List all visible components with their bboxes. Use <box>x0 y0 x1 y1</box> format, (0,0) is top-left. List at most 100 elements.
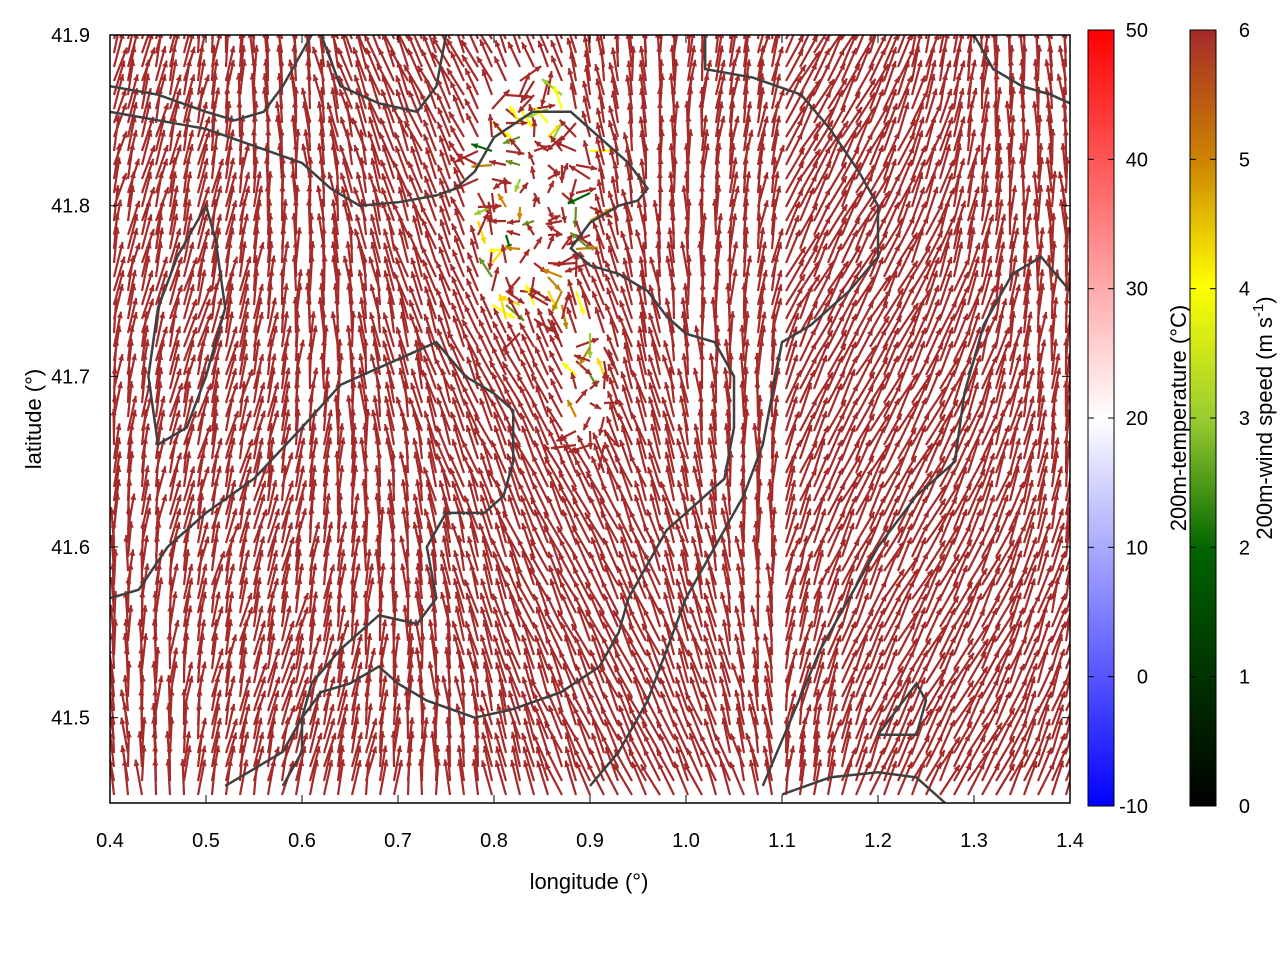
wind-vector-head <box>694 563 701 571</box>
wind-vector-head <box>352 507 359 514</box>
wind-vector-head <box>614 18 620 24</box>
wind-vector-head <box>403 64 410 72</box>
wind-vector-head <box>116 311 123 319</box>
wind-vector-head <box>649 536 656 544</box>
wind-vector-head <box>494 620 501 628</box>
wind-vector-head <box>288 536 295 544</box>
wind-vector-head <box>550 444 558 451</box>
wind-vector-head <box>216 4 222 11</box>
wind-vector-head <box>613 763 620 771</box>
wind-vector-head <box>448 141 455 149</box>
wind-vector-head <box>445 661 452 668</box>
wind-vector-head <box>482 745 489 753</box>
wind-vector-head <box>241 241 248 249</box>
wind-vector-head <box>478 467 484 475</box>
wind-vector-head <box>119 256 126 264</box>
wind-vector-head <box>531 469 538 477</box>
wind-vector-head <box>699 311 706 318</box>
wind-vector-head <box>291 101 299 108</box>
wind-vector-head <box>283 591 290 598</box>
wind-vector <box>728 35 732 40</box>
wind-vector-head <box>532 401 538 409</box>
wind-vector-head <box>410 368 417 376</box>
wind-vector-head <box>689 607 695 615</box>
wind-vector-head <box>627 88 634 96</box>
wind-vector-head <box>123 535 130 542</box>
wind-vector-head <box>255 367 262 375</box>
wind-vector-head <box>660 691 667 699</box>
wind-vector-head <box>589 186 596 193</box>
wind-vector-head <box>212 283 219 290</box>
wind-vector-head <box>482 213 489 221</box>
wind-vector-head <box>573 252 580 260</box>
wind-vector-head <box>439 550 446 557</box>
wind-vector-head <box>746 4 752 11</box>
wind-vector-head <box>326 577 333 585</box>
wind-vector-head <box>191 299 198 307</box>
wind-vector-head <box>689 676 696 684</box>
wind-vector-head <box>629 525 635 533</box>
wind-vector-head <box>226 605 233 612</box>
wind-vector <box>391 35 396 40</box>
wind-vector-head <box>240 381 247 388</box>
wind-vector-head <box>172 213 179 221</box>
wind-vector-head <box>494 732 501 740</box>
wind-vector-head <box>703 550 710 558</box>
wind-vector-head <box>660 17 666 24</box>
wind-vector-head <box>507 537 514 545</box>
wind-vector-head <box>436 397 443 405</box>
wind-vector-head <box>451 223 458 231</box>
wind-vector-head <box>269 591 276 599</box>
wind-vector-head <box>442 577 449 585</box>
wind-vector-head <box>465 592 472 600</box>
wind-vector-head <box>326 605 333 613</box>
wind-vector-head <box>408 6 414 13</box>
wind-vector-head <box>450 343 456 351</box>
wind-vector-head <box>244 522 250 529</box>
wind-vector-head <box>271 325 278 333</box>
wind-vector-head <box>561 594 567 602</box>
wind-vector-head <box>443 647 450 654</box>
wind-vector-head <box>504 580 511 588</box>
wind-vector-head <box>326 437 333 445</box>
wind-vector-head <box>255 423 262 431</box>
wind-vector-head <box>647 439 654 446</box>
wind-vector-head <box>615 651 621 659</box>
wind-vector-head <box>285 563 292 571</box>
wind-vector-head <box>697 241 704 248</box>
wind-vector-head <box>352 591 359 598</box>
wind-vector-head <box>175 130 182 138</box>
wind-vector-head <box>595 137 602 144</box>
wind-vector-head <box>378 48 385 56</box>
wind-vector-head <box>305 199 313 206</box>
wind-vector-head <box>566 239 574 246</box>
wind-vector-head <box>157 353 164 361</box>
wind-vector-head <box>742 213 749 220</box>
wind-vector-head <box>175 480 182 488</box>
wind-vector-head <box>334 451 341 458</box>
wind-vector-head <box>652 200 659 207</box>
wind-vector-head <box>455 703 462 711</box>
wind-vector-head <box>128 451 135 458</box>
wind-vector-head <box>648 592 655 600</box>
wind-vector-head <box>201 717 208 725</box>
wind-vector-head <box>493 121 500 129</box>
wind-vector-head <box>185 731 192 739</box>
wind-vector-head <box>521 522 528 530</box>
wind-vector-head <box>704 760 711 768</box>
wind-vector-head <box>380 159 387 167</box>
wind-vector-head <box>670 87 677 94</box>
wind-vector-head <box>120 745 127 753</box>
wind-vector-head <box>327 116 334 123</box>
wind-vector-head <box>577 278 583 286</box>
wind-vector-head <box>186 171 193 179</box>
wind-vector-head <box>724 409 732 416</box>
wind-vector-head <box>229 703 236 711</box>
wind-vector-head <box>468 675 475 683</box>
wind-vector-head <box>172 661 179 669</box>
wind-vector-head <box>439 300 446 308</box>
wind-vector-head <box>134 242 141 250</box>
wind-vector-head <box>591 245 598 252</box>
wind-vector-head <box>657 101 664 108</box>
